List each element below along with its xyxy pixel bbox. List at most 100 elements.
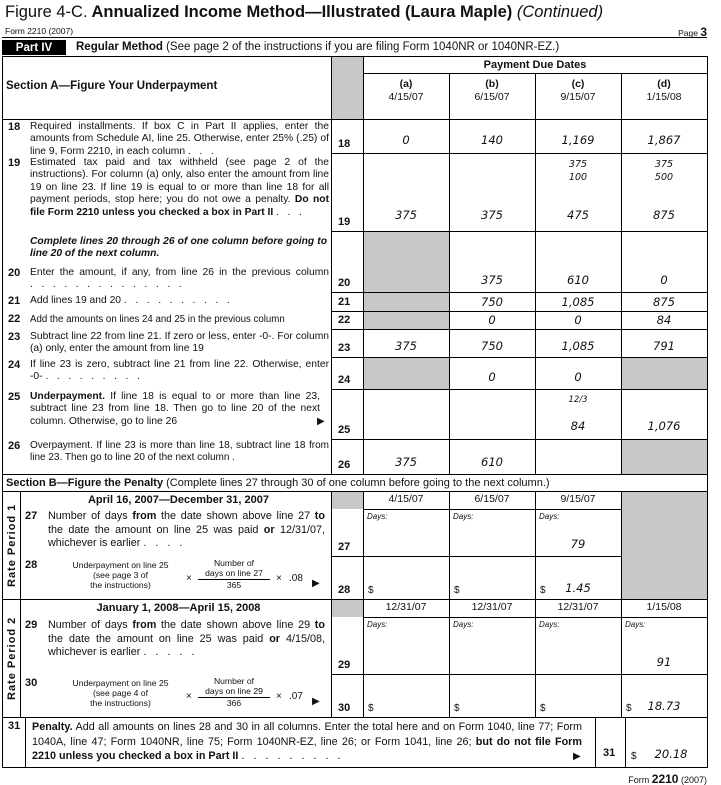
line30-fraction: Number of days on line 29 366 (198, 676, 270, 708)
dollar-sign: $ (454, 585, 460, 596)
row28-number-cell: 28 (338, 584, 351, 596)
row30-number-cell: 30 (338, 702, 351, 714)
line22-value-d: 84 (656, 313, 672, 327)
grid-line (363, 56, 364, 475)
figure-title-text: Annualized Income Method—Illustrated (La… (87, 3, 517, 21)
line31-bold: Penalty. (32, 721, 73, 733)
pencil-value: 375 (568, 159, 588, 170)
line30-number: 30 (25, 677, 38, 689)
column-date: 1/15/08 (646, 91, 682, 103)
grid-line (707, 56, 708, 768)
footer-form-id: Form 2210 (2007) (500, 770, 707, 785)
fraction-numerator: Number of (213, 676, 255, 686)
grid-line (25, 717, 26, 768)
grid-line (331, 556, 621, 557)
figure-label: Figure 4-C. (5, 3, 88, 21)
grid-line (363, 491, 364, 718)
shaded-cell (364, 232, 449, 292)
row23-number-cell: 23 (338, 342, 351, 354)
days-label: Days: (539, 620, 560, 629)
grid-line (449, 491, 450, 718)
line18-number: 18 (8, 121, 21, 133)
line28-number: 28 (25, 559, 38, 571)
grid-line (331, 292, 707, 293)
line21-value-b: 750 (481, 295, 503, 309)
row25-number-cell: 25 (338, 424, 351, 436)
line27-seg-bold: to (314, 510, 325, 522)
line29-number: 29 (25, 619, 38, 631)
line19-number: 19 (8, 157, 21, 169)
line18-value-b: 140 (481, 133, 503, 147)
row22-number-cell: 22 (338, 314, 351, 326)
line25-text-bold: Underpayment. (30, 391, 105, 402)
line20-number: 20 (8, 267, 21, 279)
line27-value-c: 79 (570, 537, 586, 551)
fraction-numerator: Number of (213, 558, 255, 568)
line25-pencil-note-c: 12/3 (568, 395, 588, 405)
line27-seg-bold: or (263, 523, 275, 536)
line27-number: 27 (25, 510, 38, 522)
line24-value-c: 0 (574, 370, 582, 384)
line30-formula-label: Underpayment on line 25 (see page 4 of t… (58, 678, 183, 708)
column-header-d: (d) 1/15/08 (621, 78, 707, 104)
formula-line: Underpayment on line 25 (72, 560, 169, 570)
rp1-date-b: 6/15/07 (474, 493, 510, 505)
row24-number-cell: 24 (338, 374, 351, 386)
line18-value-a: 0 (402, 133, 410, 147)
page-indicator: Page 3 (610, 23, 707, 41)
pencil-value: 500 (654, 172, 674, 183)
line23-value-a: 375 (395, 339, 417, 353)
footer-form-word: Form (628, 775, 652, 785)
fraction-numerator: days on line 27 (198, 568, 270, 580)
shaded-cell (622, 492, 707, 599)
fraction-numerator: days on line 29 (198, 686, 270, 698)
line31-number: 31 (8, 720, 21, 732)
row27-number-cell: 27 (338, 541, 351, 553)
pencil-value: 100 (568, 172, 588, 183)
line24-text: If line 23 is zero, subtract line 21 fro… (30, 359, 329, 383)
grid-line (331, 491, 332, 718)
part-iv-heading: Regular Method (See page 2 of the instru… (76, 41, 559, 53)
row19-number-cell: 19 (338, 216, 351, 228)
line22-value-b: 0 (488, 313, 496, 327)
line27-seg: the date shown above line 27 (156, 510, 315, 522)
part-note: (See page 2 of the instructions if you a… (166, 41, 560, 53)
grid-line (331, 311, 707, 312)
column-letter: (b) (485, 78, 499, 90)
days-label: Days: (625, 620, 646, 629)
line25-text-regular: If line 18 is equal to or more than line… (30, 391, 320, 427)
grid-line (535, 491, 536, 718)
grid-line (2, 491, 707, 492)
column-date: 9/15/07 (560, 91, 596, 103)
shaded-cell (622, 358, 707, 389)
grid-line (2, 37, 707, 38)
grid-line (449, 73, 450, 475)
dollar-sign: $ (368, 585, 374, 596)
line25-number: 25 (8, 391, 21, 403)
figure-continued: (Continued) (516, 3, 604, 21)
line25-value-c: 84 (570, 419, 586, 433)
figure-title: Figure 4-C. Annualized Income Method—Ill… (5, 3, 603, 22)
line29-seg: the date the amount on line 25 was paid (48, 632, 270, 645)
line31-bold: but do not file Form 2210 unless you che… (32, 735, 582, 763)
dot-leader: . . . . . . . . . (238, 750, 341, 762)
line21-number: 21 (8, 295, 21, 307)
formula-line: the instructions) (90, 698, 151, 708)
payment-due-dates-label: Payment Due Dates (483, 59, 587, 71)
grid-line (621, 491, 622, 718)
grid-line (331, 153, 707, 154)
line19-text-regular: Estimated tax paid and tax withheld (see… (30, 157, 329, 206)
line29-seg: 4/15/08, whichever is earlier . . . . . (48, 632, 325, 659)
row29-number-cell: 29 (338, 659, 351, 671)
line27-seg-bold: from (132, 510, 157, 522)
grid-line (331, 389, 707, 390)
row31-number-cell: 31 (603, 747, 616, 759)
shaded-cell (364, 312, 449, 329)
fraction-denominator: 366 (226, 698, 242, 708)
line25-value-d: 1,076 (647, 419, 681, 433)
section-a-title: Section A—Figure Your Underpayment (6, 80, 218, 92)
row26-number-cell: 26 (338, 459, 351, 471)
line28-rate: .08 (289, 573, 303, 584)
grid-line (2, 119, 707, 120)
